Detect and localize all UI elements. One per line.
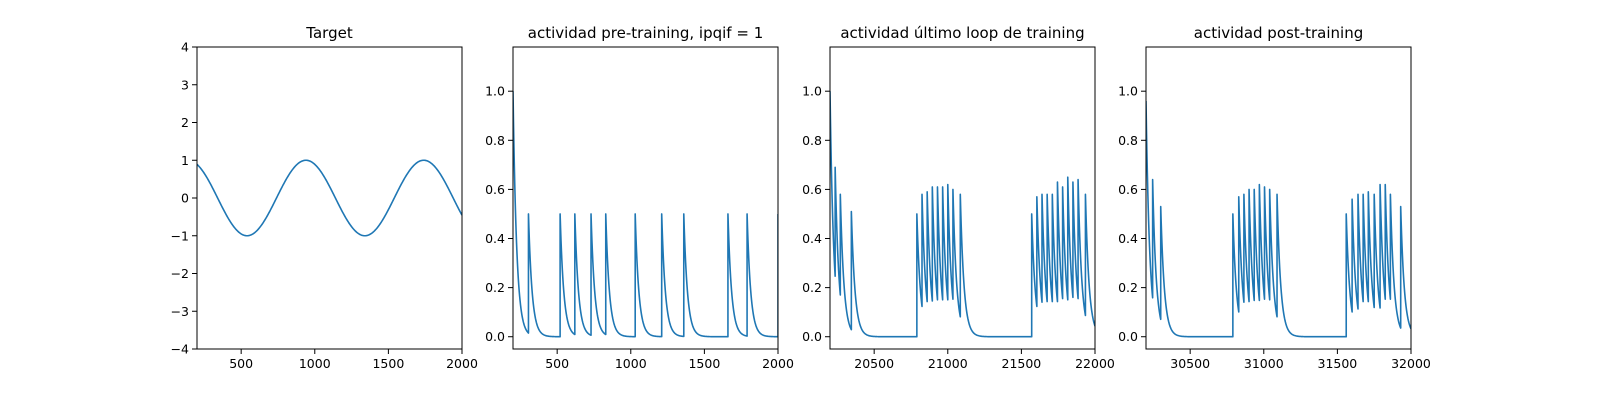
x-tick-label: 1000 bbox=[615, 356, 647, 371]
y-tick-label: −1 bbox=[171, 228, 189, 243]
chart-panel-4: actividad post-training 30500 31000 31500 32… bbox=[1118, 24, 1431, 371]
x-tick-label: 500 bbox=[545, 356, 569, 371]
y-tick-label: 0.4 bbox=[802, 231, 822, 246]
x-tick-label: 2000 bbox=[762, 356, 794, 371]
series-line bbox=[1146, 101, 1411, 338]
panel-title: actividad pre-training, ipqif = 1 bbox=[528, 24, 764, 42]
y-tick-label: 0.6 bbox=[485, 182, 505, 197]
x-tick-label: 31500 bbox=[1318, 356, 1358, 371]
chart-panel-1: Target 500 1000 1500 2000 −4 −3 −2 −1 0 1 2 3 4 bbox=[171, 24, 478, 371]
y-tick-label: 0.6 bbox=[1118, 182, 1138, 197]
y-tick-label: 0.0 bbox=[802, 329, 822, 344]
y-tick-label: 0.6 bbox=[802, 182, 822, 197]
chart-panel-3: actividad último loop de training 20500 21… bbox=[802, 24, 1115, 371]
panel-title: actividad post-training bbox=[1194, 24, 1363, 42]
y-tick-label: 0.4 bbox=[1118, 231, 1138, 246]
y-tick-label: −4 bbox=[171, 342, 189, 357]
x-tick-label: 1500 bbox=[688, 356, 720, 371]
panel-title: actividad último loop de training bbox=[840, 24, 1084, 42]
series-line bbox=[197, 159, 462, 237]
y-tick-label: 0.0 bbox=[485, 329, 505, 344]
x-tick-label: 22000 bbox=[1075, 356, 1115, 371]
y-tick-label: 0.8 bbox=[802, 133, 822, 148]
x-tick-label: 21500 bbox=[1002, 356, 1042, 371]
y-tick-label: 0.8 bbox=[1118, 133, 1138, 148]
y-tick-label: 0.2 bbox=[485, 280, 505, 295]
axes-frame bbox=[512, 46, 779, 350]
y-tick-label: 2 bbox=[181, 115, 189, 130]
y-tick-label: −2 bbox=[171, 266, 189, 281]
y-tick-label: 1.0 bbox=[802, 84, 822, 99]
y-tick-label: 0.2 bbox=[802, 280, 822, 295]
x-tick-label: 32000 bbox=[1391, 356, 1431, 371]
chart-panel-2: actividad pre-training, ipqif = 1 500 1000… bbox=[485, 24, 794, 371]
axes-frame bbox=[1145, 46, 1412, 350]
y-tick-label: 0 bbox=[181, 191, 189, 206]
series-line bbox=[513, 91, 778, 338]
x-tick-label: 31000 bbox=[1244, 356, 1284, 371]
x-tick-label: 30500 bbox=[1170, 356, 1210, 371]
panel-title: Target bbox=[305, 24, 353, 42]
axes-frame bbox=[196, 46, 463, 350]
y-tick-label: 1.0 bbox=[1118, 84, 1138, 99]
y-tick-label: −3 bbox=[171, 304, 189, 319]
x-tick-label: 500 bbox=[229, 356, 253, 371]
x-tick-label: 1000 bbox=[299, 356, 331, 371]
y-tick-label: 0.2 bbox=[1118, 280, 1138, 295]
x-tick-label: 21000 bbox=[928, 356, 968, 371]
y-tick-label: 0.8 bbox=[485, 133, 505, 148]
x-tick-label: 1500 bbox=[372, 356, 404, 371]
x-tick-label: 20500 bbox=[854, 356, 894, 371]
x-tick-label: 2000 bbox=[446, 356, 478, 371]
y-tick-label: 0.4 bbox=[485, 231, 505, 246]
series-line bbox=[830, 91, 1095, 338]
y-tick-label: 4 bbox=[181, 40, 189, 55]
y-tick-label: 1 bbox=[181, 153, 189, 168]
y-tick-label: 1.0 bbox=[485, 84, 505, 99]
y-tick-label: 3 bbox=[181, 77, 189, 92]
axes-frame bbox=[829, 46, 1096, 350]
y-tick-label: 0.0 bbox=[1118, 329, 1138, 344]
